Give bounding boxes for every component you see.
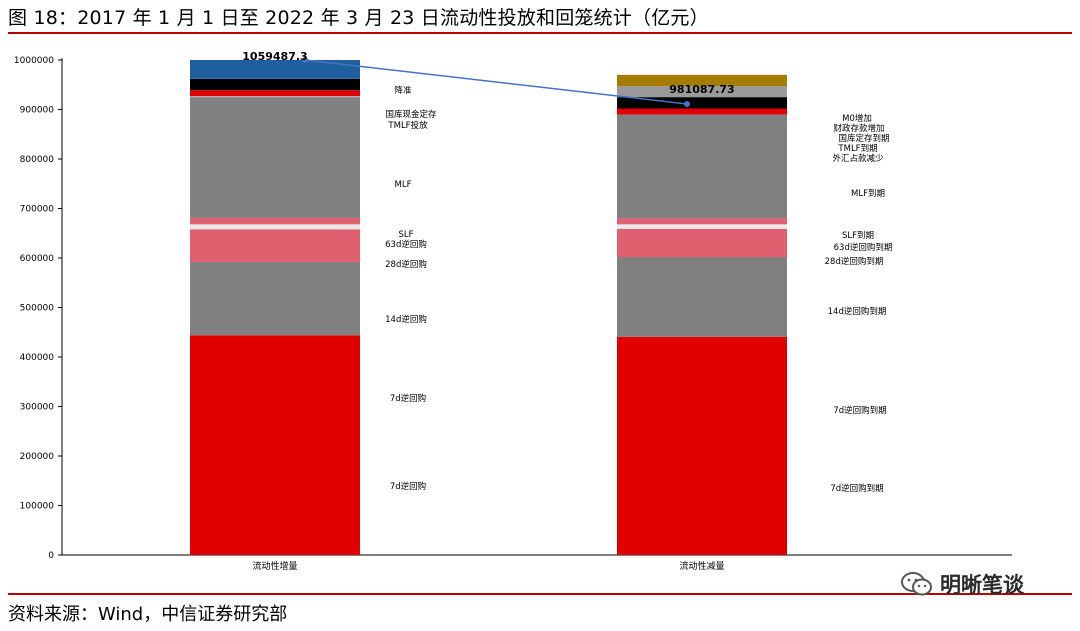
series-name-label: 7d逆回购到期 [833, 405, 886, 416]
bar-segment [190, 229, 360, 262]
series-name-label: MLF到期 [851, 189, 885, 199]
bar-segment [617, 108, 787, 115]
total-marker [302, 57, 308, 63]
total-line-layer: 1059487.3 981087.73 [242, 50, 735, 107]
wechat-icon [901, 572, 932, 596]
bar-segment [617, 74, 787, 87]
total-value-label: 981087.73 [669, 83, 734, 96]
bar-segment [190, 97, 360, 218]
y-tick-label: 600000 [20, 254, 55, 264]
series-name-label: 外汇占款减少 [832, 153, 884, 164]
series-name-label: 14d逆回购到期 [828, 306, 887, 317]
series-name-label: 7d逆回购到期 [830, 483, 883, 494]
bar-segment [190, 96, 360, 98]
series-name-label: SLF到期 [842, 231, 874, 241]
series-name-label: 28d逆回购到期 [825, 256, 884, 267]
bar-segment [190, 90, 360, 97]
y-tick-label: 500000 [20, 304, 55, 314]
total-connector-line [304, 59, 688, 105]
y-tick-label: 100000 [20, 502, 55, 512]
bar-segment [617, 114, 787, 219]
y-tick-label: 400000 [20, 353, 55, 363]
bar-segment [617, 336, 787, 555]
series-name-label: TMLF到期 [837, 144, 877, 154]
bar-segment [190, 78, 360, 91]
bar-segment [617, 86, 787, 98]
watermark: 明晰笔谈 [900, 569, 1024, 599]
total-marker [684, 101, 690, 107]
series-name-label: 降准 [394, 85, 412, 96]
series-name-label: TMLF投放 [387, 120, 428, 131]
bar-segment [190, 335, 360, 555]
series-name-label: 7d逆回购 [390, 393, 426, 404]
series-name-label: MLF [395, 180, 412, 190]
series-name-label: 14d逆回购 [385, 314, 427, 325]
title-divider [8, 32, 1072, 34]
bar-segment [617, 224, 787, 229]
y-tick-label: 200000 [20, 452, 55, 462]
bar-segment [617, 257, 787, 337]
bar-layer [190, 60, 787, 555]
y-tick-label: 300000 [20, 403, 55, 413]
series-name-label: 财政存款增加 [833, 123, 884, 134]
source-note: 资料来源：Wind，中信证券研究部 [8, 604, 288, 625]
x-tick-label: 流动性增量 [252, 560, 297, 572]
source-divider [8, 593, 1072, 595]
bar-segment [190, 217, 360, 225]
watermark-text: 明晰笔谈 [940, 573, 1024, 597]
series-name-label: M0增加 [842, 113, 872, 124]
y-tick-label: 0 [48, 551, 54, 561]
y-tick-label: 700000 [20, 205, 55, 215]
total-value-label: 1059487.3 [242, 50, 307, 63]
stacked-bar-chart: 0 100000 200000 300000 400000 500000 600000 700… [14, 50, 1012, 572]
y-tick-label: 800000 [20, 155, 55, 165]
y-tick-label: 1000000 [14, 56, 54, 66]
figure-title: 图 18：2017 年 1 月 1 日至 2022 年 3 月 23 日流动性投… [8, 7, 709, 29]
y-tick-label: 900000 [20, 106, 55, 116]
series-name-label: 63d逆回购到期 [834, 242, 893, 253]
series-name-label: 28d逆回购 [385, 259, 427, 270]
bar-segment [617, 97, 787, 109]
bar-segment [190, 261, 360, 336]
bar-segment [190, 224, 360, 230]
bar-segment [190, 60, 360, 79]
x-tick-label: 流动性减量 [679, 560, 724, 572]
series-name-label: 国库定存到期 [838, 133, 889, 144]
bar-segment [617, 228, 787, 258]
series-name-label: 7d逆回购 [390, 481, 426, 492]
series-name-label: 63d逆回购 [385, 239, 427, 250]
bar-segment [617, 218, 787, 225]
series-name-label: SLF [398, 230, 413, 240]
series-name-label: 国库现金定存 [385, 109, 437, 120]
